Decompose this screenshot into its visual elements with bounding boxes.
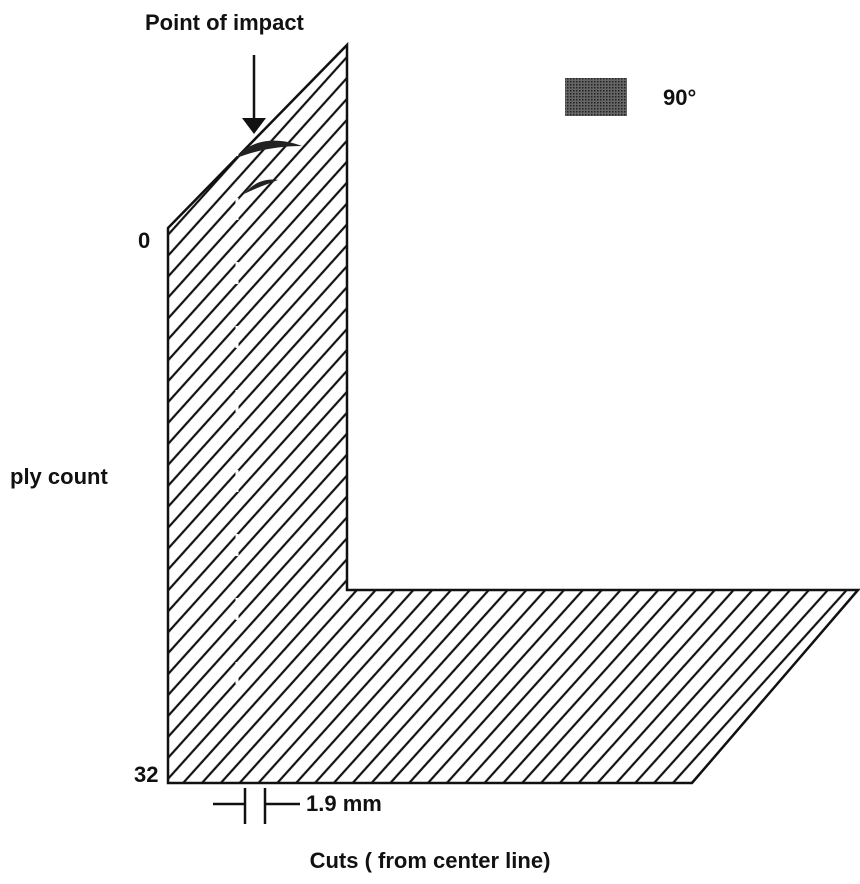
legend-label: 90°	[663, 85, 696, 110]
dimension-label: 1.9 mm	[306, 791, 382, 816]
arrow-head	[242, 118, 266, 134]
caption: Cuts ( from center line)	[310, 848, 551, 873]
dimension-marker	[213, 788, 300, 824]
legend-swatch	[565, 78, 627, 116]
axis-top-label: 0	[138, 228, 150, 253]
axis-bottom-label: 32	[134, 762, 158, 787]
delamination	[236, 140, 302, 158]
title: Point of impact	[145, 10, 305, 35]
axis-label: ply count	[10, 464, 108, 489]
laminate-shape	[166, 41, 860, 785]
delamination	[244, 179, 278, 194]
